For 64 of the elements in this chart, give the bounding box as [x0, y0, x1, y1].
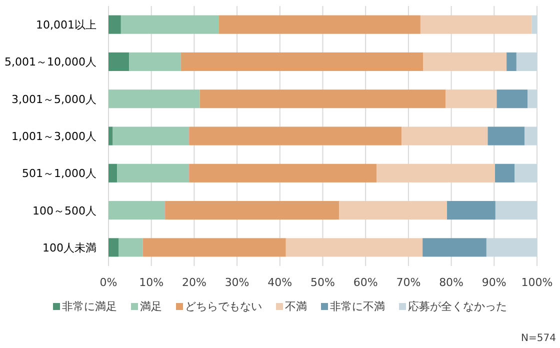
bar [108, 90, 200, 108]
x-tick-label: 0% [100, 276, 118, 289]
bar [376, 164, 496, 182]
bar [117, 164, 190, 182]
bar [528, 90, 537, 108]
bar [180, 52, 424, 71]
bar [129, 52, 181, 71]
bar [495, 201, 537, 220]
bar [108, 201, 166, 220]
bar [524, 126, 537, 146]
bar [142, 238, 286, 257]
bar [422, 238, 486, 257]
legend-label: 非常に不満 [330, 300, 385, 313]
x-tick-label: 50% [310, 276, 335, 289]
bar [286, 238, 423, 257]
bar [486, 238, 537, 257]
bar [420, 15, 532, 34]
legend-label: 満足 [140, 300, 162, 313]
bar [496, 90, 528, 108]
bar [447, 201, 496, 220]
bar [339, 201, 448, 220]
bar [495, 164, 515, 182]
bar [189, 164, 377, 182]
y-tick-label: 100～500人 [32, 204, 96, 218]
bar [516, 52, 537, 71]
legend-label: 非常に満足 [62, 300, 117, 313]
bar [118, 238, 143, 257]
y-tick-label: 5,001～10,000人 [4, 56, 96, 69]
bar [446, 90, 497, 108]
x-tick-label: 40% [268, 276, 292, 289]
bar [108, 126, 113, 146]
x-tick-label: 100% [521, 276, 553, 289]
bar [514, 164, 537, 182]
bar [506, 52, 516, 71]
bar [189, 126, 402, 146]
y-tick-label: 501～1,000人 [22, 167, 96, 180]
x-tick-label: 60% [353, 276, 378, 289]
y-tick-label: 3,001～5,000人 [12, 92, 96, 106]
y-tick-label: 1,001～3,000人 [12, 130, 96, 143]
x-tick-label: 70% [396, 276, 421, 289]
bar [532, 15, 537, 34]
y-tick-label: 100人未満 [42, 241, 96, 254]
bar [108, 15, 121, 34]
x-tick-label: 90% [482, 276, 506, 289]
bar [488, 126, 525, 146]
legend-label: 不満 [285, 300, 307, 313]
text: N=574 [521, 333, 556, 344]
bar [423, 52, 507, 71]
bar [402, 126, 488, 146]
bar [112, 126, 190, 146]
legend-label: 応募が全くなかった [408, 300, 507, 313]
bar [120, 15, 219, 34]
legend-label: どちらでもない [185, 300, 262, 313]
x-tick-label: 30% [224, 276, 250, 289]
x-tick-label: 10% [139, 276, 164, 289]
y-tick-label: 10,001以上 [36, 18, 96, 32]
bar [218, 15, 420, 34]
bar [108, 52, 130, 71]
bar [108, 238, 119, 257]
bar [165, 201, 340, 220]
bar [200, 90, 446, 108]
x-tick-label: 20% [182, 276, 206, 289]
x-tick-label: 80% [439, 276, 464, 289]
bar [108, 164, 118, 182]
